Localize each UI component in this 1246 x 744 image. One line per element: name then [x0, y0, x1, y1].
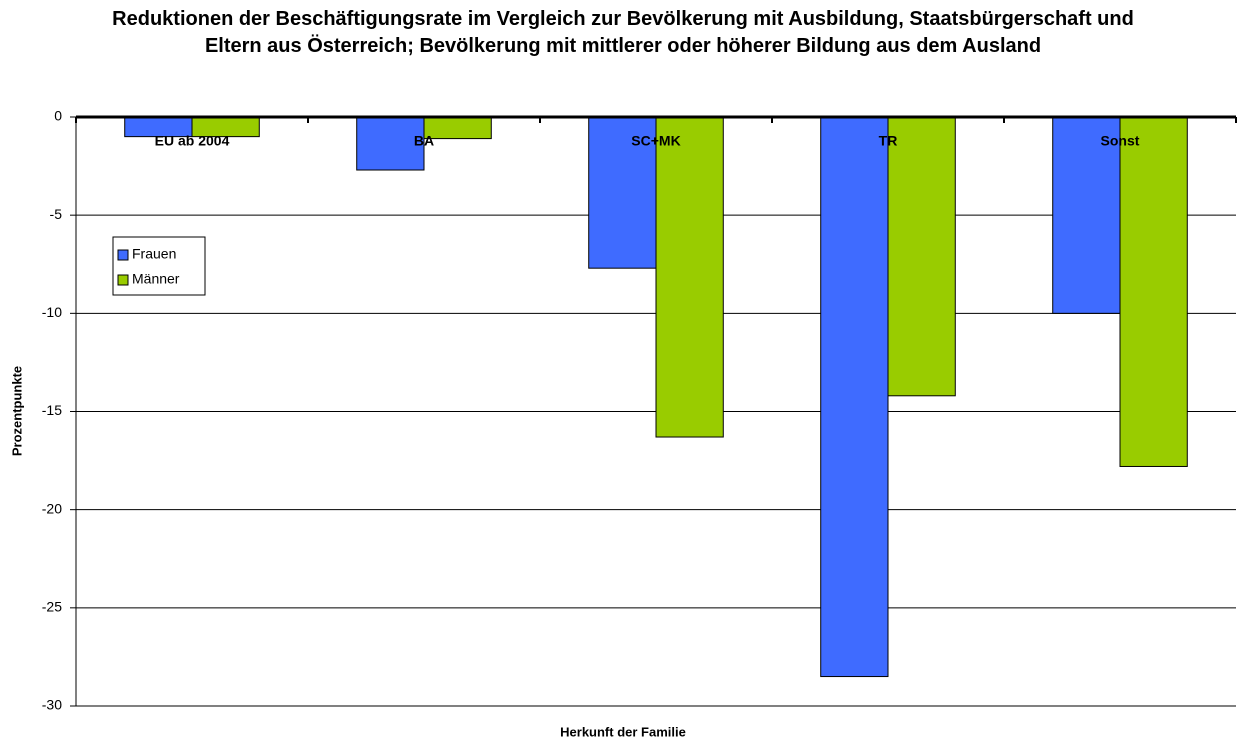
y-tick-label: 0: [54, 108, 62, 124]
y-tick-label: -30: [42, 697, 62, 713]
y-tick-label: -5: [50, 206, 63, 222]
x-tick-label: Sonst: [1101, 133, 1140, 149]
chart-title: Reduktionen der Beschäftigungsrate im Ve…: [112, 8, 1134, 57]
legend-swatch: [117, 274, 129, 286]
y-tick-label: -10: [42, 304, 62, 320]
y-tick-label: -25: [42, 599, 62, 615]
x-tick-label: EU ab 2004: [155, 133, 230, 149]
bar: [820, 116, 889, 678]
bar: [655, 116, 724, 438]
legend-label: Frauen: [132, 246, 176, 262]
x-tick-label: TR: [879, 133, 898, 149]
x-axis-label: Herkunft der Familie: [560, 724, 686, 739]
y-tick-label: -15: [42, 402, 62, 418]
bar: [356, 116, 425, 171]
bar: [1119, 116, 1188, 467]
legend: Frauen Männer: [112, 236, 206, 296]
x-tick-label: BA: [414, 133, 434, 149]
y-tick-label: -20: [42, 500, 62, 516]
x-tick-label: SC+MK: [631, 133, 680, 149]
y-axis-label: Prozentpunkte: [9, 366, 24, 456]
bar: [1052, 116, 1121, 314]
legend-label: Männer: [132, 271, 180, 287]
legend-swatch: [117, 249, 129, 261]
bar: [887, 116, 956, 397]
bar: [588, 116, 657, 269]
